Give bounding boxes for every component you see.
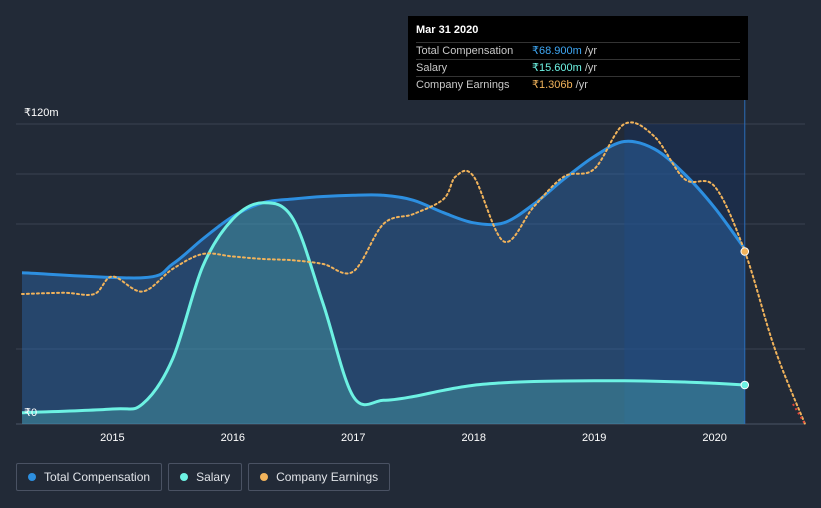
x-tick-label: 2015 [100,432,124,444]
tooltip-value: ₹15.600m [532,62,582,74]
tooltip-label: Total Compensation [416,45,514,57]
legend-dot-icon [28,473,36,481]
tooltip-unit: /yr [584,62,598,74]
x-tick-label: 2018 [461,432,485,444]
chart-legend: Total Compensation Salary Company Earnin… [16,463,391,491]
tooltip-row-total-compensation: Total Compensation ₹68.900m /yr [416,42,740,59]
series-end-markers [740,247,806,425]
tooltip-date: Mar 31 2020 [416,24,479,36]
earnings-negative-tail [792,403,806,425]
tooltip-value: ₹1.306b [532,79,573,91]
data-tooltip: Mar 31 2020 Total Compensation ₹68.900m … [408,16,748,100]
legend-label: Company Earnings [276,470,379,484]
series-lines [21,100,806,425]
y-tick-label: ₹120m [24,107,59,119]
y-tick-label: ₹0 [24,407,37,419]
y-axis: ₹120m ₹0 [24,107,59,419]
salary-area [22,202,745,424]
tooltip-unit: /yr [584,45,598,57]
tooltip-row-salary: Salary ₹15.600m /yr [416,59,740,76]
x-tick-label: 2020 [702,432,726,444]
tooltip-label: Salary [416,62,448,74]
tooltip-unit: /yr [575,79,588,91]
x-tick-label: 2019 [582,432,606,444]
company-earnings-line [21,121,806,425]
total-compensation-line [21,139,747,280]
legend-item-company-earnings[interactable]: Company Earnings [248,463,391,491]
legend-label: Salary [196,470,231,484]
tooltip-row-company-earnings: Company Earnings ₹1.306b /yr [416,76,740,93]
salary-line [21,201,745,415]
total-compensation-area [22,141,745,425]
legend-label: Total Compensation [44,470,151,484]
salary-marker [740,380,750,390]
legend-item-salary[interactable]: Salary [168,463,243,491]
series-areas [22,141,745,425]
tooltip-label: Company Earnings [416,79,510,91]
x-tick-label: 2016 [221,432,245,444]
compensation-chart: ₹120m ₹0 2015 2016 2017 2018 2019 2020 [16,100,806,444]
tooltip-value: ₹68.900m [532,45,582,57]
x-tick-label: 2017 [341,432,365,444]
legend-dot-icon [260,473,269,481]
earnings-marker [740,247,750,256]
x-axis: 2015 2016 2017 2018 2019 2020 [100,432,727,444]
legend-dot-icon [180,473,189,481]
legend-item-total-compensation[interactable]: Total Compensation [16,463,163,491]
